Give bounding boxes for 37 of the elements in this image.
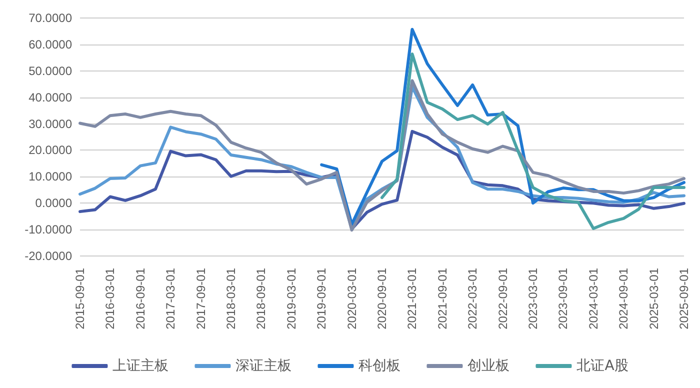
legend-label: 深证主板 [236, 358, 292, 374]
x-tick-label: 2021-03-01 [405, 268, 420, 330]
x-tick-label: 2017-09-01 [194, 268, 208, 330]
x-tick-label: 2015-09-01 [73, 268, 87, 330]
y-tick-label: 20.0000 [28, 143, 72, 158]
y-tick-label: -20.0000 [24, 249, 72, 263]
x-tick-label: 2018-03-01 [224, 268, 238, 330]
y-tick-label: 40.0000 [28, 90, 72, 104]
y-tick-label: 50.0000 [28, 64, 72, 78]
legend-label: 科创板 [358, 358, 401, 374]
x-tick-label: 2022-03-01 [466, 268, 480, 330]
y-tick-label: -10.0000 [24, 222, 72, 237]
x-tick-label: 2019-09-01 [314, 268, 329, 330]
y-tick-label: 10.0000 [28, 170, 72, 184]
x-tick-label: 2020-09-01 [375, 268, 389, 330]
legend-label: 北证A股 [576, 358, 628, 374]
x-tick-label: 2023-09-01 [556, 268, 570, 330]
legend-label: 上证主板 [112, 358, 169, 374]
x-tick-label: 2022-09-01 [496, 268, 510, 330]
x-tick-label: 2025-03-01 [646, 268, 661, 330]
line-series [380, 52, 686, 230]
x-tick-label: 2024-03-01 [586, 268, 600, 330]
x-tick-label: 2023-03-01 [526, 268, 540, 330]
x-tick-label: 2024-09-01 [616, 268, 631, 330]
x-tick-label: 2018-09-01 [254, 268, 268, 330]
x-tick-label: 2020-03-01 [344, 268, 359, 330]
x-tick-label: 2019-03-01 [284, 268, 298, 330]
legend-label: 创业板 [468, 358, 510, 374]
y-tick-label: 30.0000 [28, 116, 72, 131]
y-tick-label: 0.0000 [35, 196, 72, 210]
x-tick-label: 2021-09-01 [435, 268, 450, 330]
y-tick-label: 70.0000 [28, 11, 72, 25]
x-tick-label: 2025-09-01 [677, 268, 691, 330]
x-tick-label: 2017-03-01 [164, 268, 178, 330]
x-tick-label: 2016-03-01 [103, 268, 118, 330]
y-tick-label: 60.0000 [28, 37, 72, 52]
x-tick-label: 2016-09-01 [133, 268, 148, 330]
